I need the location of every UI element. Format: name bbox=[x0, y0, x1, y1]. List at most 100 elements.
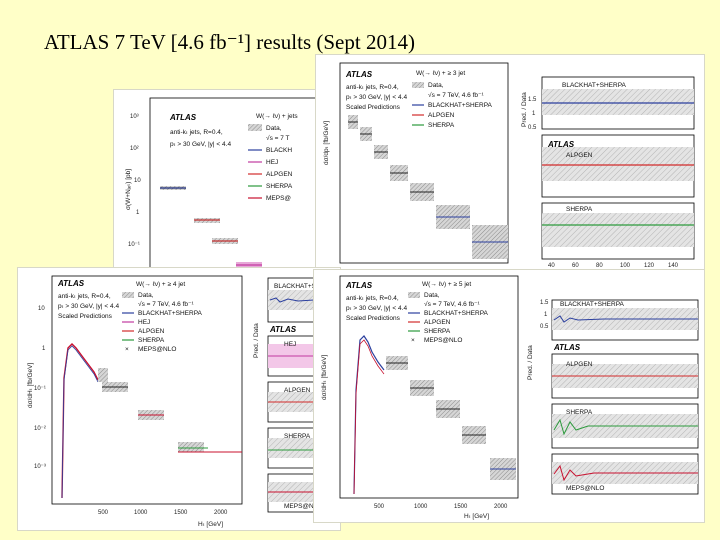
panel-c-ytick-3: 10⁻² bbox=[34, 426, 46, 432]
panel-c-xlabel: Hₜ [GeV] bbox=[198, 521, 223, 528]
panel-a-legend-blackhat: BLACKH bbox=[266, 147, 292, 154]
panel-c-ratio-ylabel: Pred. / Data bbox=[253, 323, 260, 358]
panel-c-xtick-0: 500 bbox=[98, 510, 109, 516]
panel-a-ytick-1: 10² bbox=[130, 146, 139, 152]
panel-d-cut-note: pₜ > 30 GeV, |y| < 4.4 bbox=[346, 305, 407, 312]
panel-b-xtick-3: 100 bbox=[620, 263, 631, 269]
panel-a-legend-hej: HEJ bbox=[266, 159, 278, 166]
panel-d-xtick-3: 2000 bbox=[494, 504, 508, 510]
panel-a-legend-alpgen: ALPGEN bbox=[266, 171, 293, 178]
svg-text:×: × bbox=[411, 337, 415, 344]
panel-c-atlas-label: ATLAS bbox=[57, 279, 85, 288]
panel-b-ratio-tick-0: 1.5 bbox=[528, 97, 537, 103]
panel-b-ratio-atlas: ATLAS bbox=[547, 140, 575, 149]
svg-text:×: × bbox=[125, 346, 129, 353]
panel-b-atlas-label: ATLAS bbox=[345, 70, 373, 79]
panel-a-legend-meps: MEPS@ bbox=[266, 195, 291, 202]
panel-a-ylabel: σ(W+Nⱼₑₜ) [pb] bbox=[125, 169, 132, 210]
panel-a-legend-sherpa: SHERPA bbox=[266, 183, 293, 190]
panel-b-legend-alpgen: ALPGEN bbox=[428, 112, 455, 119]
panel-a-ytick-0: 10³ bbox=[130, 114, 139, 120]
panel-c-ratio-label-3: SHERPA bbox=[284, 433, 311, 440]
panel-d-legend-blackhat: BLACKHAT+SHERPA bbox=[424, 310, 489, 317]
panel-a-ytick-2: 10 bbox=[134, 178, 141, 184]
panel-c-legend-alpgen: ALPGEN bbox=[138, 328, 165, 335]
panel-a-atlas-label: ATLAS bbox=[169, 113, 197, 122]
panel-d-scaled-note: Scaled Predictions bbox=[346, 315, 401, 322]
panel-d-xtick-2: 1500 bbox=[454, 504, 468, 510]
slide-title: ATLAS 7 TeV [4.6 fb⁻¹] results (Sept 201… bbox=[44, 30, 415, 54]
panel-b-jets-note: anti-kₜ jets, R=0.4, bbox=[346, 84, 399, 91]
figure-ht-four-jets: dσ/dHₜ [fb/GeV] 10 1 10⁻¹ 10⁻² 10⁻³ ATLA… bbox=[18, 268, 340, 530]
panel-c-legend-hej: HEJ bbox=[138, 319, 150, 326]
panel-d-xtick-1: 1000 bbox=[414, 504, 428, 510]
panel-d-ratio-tick-2: 0.5 bbox=[540, 324, 549, 330]
panel-c-scaled-note: Scaled Predictions bbox=[58, 313, 113, 320]
panel-b-process: W(→ ℓν) + ≥ 3 jet bbox=[416, 70, 465, 77]
panel-c-data-points bbox=[61, 343, 242, 499]
panel-b-legend-data: Data, bbox=[428, 82, 444, 89]
panel-a-ytick-3: 1 bbox=[136, 210, 140, 216]
panel-c-ratio-label-2: ALPGEN bbox=[284, 387, 311, 394]
panel-b-ratio-label-1: ALPGEN bbox=[566, 152, 593, 159]
panel-d-ratio-label-0: BLACKHAT+SHERPA bbox=[560, 301, 625, 308]
panel-d-process: W(→ ℓν) + ≥ 5 jet bbox=[422, 281, 471, 288]
panel-c-ratio-atlas: ATLAS bbox=[269, 325, 297, 334]
panel-a-legend-energy: √s = 7 T bbox=[266, 134, 290, 142]
panel-b-xtick-0: 40 bbox=[548, 263, 555, 269]
panel-d-legend-alpgen: ALPGEN bbox=[424, 319, 451, 326]
panel-c-ytick-1: 1 bbox=[42, 346, 46, 352]
panel-b-ratio-label-0: BLACKHAT+SHERPA bbox=[562, 82, 627, 89]
panel-b-ratio-panels: BLACKHAT+SHERPA ATLAS ALPGEN SHERPA Pred… bbox=[521, 76, 695, 260]
panel-b-xtick-2: 80 bbox=[596, 263, 603, 269]
panel-a-cut-note: pₜ > 30 GeV, |y| < 4.4 bbox=[170, 141, 231, 148]
panel-d-legend-data: Data, bbox=[424, 292, 440, 299]
panel-a-process: W(→ ℓν) + jets bbox=[256, 113, 298, 120]
panel-d-legend-sherpa: SHERPA bbox=[424, 328, 451, 335]
panel-c-xtick-3: 2000 bbox=[214, 510, 228, 516]
panel-b-ratio-ylabel: Pred. / Data bbox=[521, 92, 528, 127]
panel-b-xtick-4: 120 bbox=[644, 263, 655, 269]
panel-d-legend-energy: √s = 7 TeV, 4.6 fb⁻¹ bbox=[424, 300, 480, 308]
panel-c-legend-data: Data, bbox=[138, 292, 154, 299]
panel-c-ylabel: dσ/dHₜ [fb/GeV] bbox=[27, 362, 34, 408]
panel-d-ratio-tick-0: 1.5 bbox=[540, 300, 549, 306]
panel-d-ratio-tick-1: 1 bbox=[544, 312, 548, 318]
panel-a-jets-note: anti-kₜ jets, R=0.4, bbox=[170, 129, 223, 136]
panel-b-cut-note: pₜ > 30 GeV, |y| < 4.4 bbox=[346, 94, 407, 101]
panel-c-ratio-label-0: BLACKHAT+SHERPA bbox=[274, 283, 339, 290]
panel-d-ratio-label-1: ALPGEN bbox=[566, 361, 593, 368]
panel-d-jets-note: anti-kₜ jets, R=0.4, bbox=[346, 295, 399, 302]
panel-d-ratio-ylabel: Pred. / Data bbox=[527, 345, 534, 380]
panel-b-legend-energy: √s = 7 TeV, 4.6 fb⁻¹ bbox=[428, 91, 484, 99]
panel-d-atlas-label: ATLAS bbox=[345, 281, 373, 290]
panel-b-ratio-tick-1: 1 bbox=[532, 111, 536, 117]
panel-c-ratio-label-4: MEPS@NLO bbox=[284, 503, 322, 510]
panel-c-jets-note: anti-kₜ jets, R=0.4, bbox=[58, 293, 111, 300]
panel-d-ratio-label-3: MEPS@NLO bbox=[566, 485, 604, 492]
panel-d-ratio-label-2: SHERPA bbox=[566, 409, 593, 416]
panel-c-ytick-0: 10 bbox=[38, 306, 45, 312]
panel-d-data-points bbox=[353, 335, 516, 495]
panel-c-ytick-2: 10⁻¹ bbox=[34, 386, 46, 392]
panel-c-legend-energy: √s = 7 TeV, 4.6 fb⁻¹ bbox=[138, 300, 194, 308]
panel-a-data-points bbox=[160, 186, 262, 268]
panel-b-legend-sherpa: SHERPA bbox=[428, 122, 455, 129]
panel-c-xtick-2: 1500 bbox=[174, 510, 188, 516]
figure-fifth-jet-pt: dσ/dpₜ [fb/GeV] ATLAS anti-kₜ jets, R=0.… bbox=[316, 55, 704, 270]
panel-b-scaled-note: Scaled Predictions bbox=[346, 104, 401, 111]
panel-c-process: W(→ ℓν) + ≥ 4 jet bbox=[136, 281, 185, 288]
panel-b-xtick-5: 140 bbox=[668, 263, 679, 269]
panel-c-ytick-4: 10⁻³ bbox=[34, 464, 46, 470]
figure-ht-five-jets: dσ/dHₜ [fb/GeV] ATLAS anti-kₜ jets, R=0.… bbox=[314, 270, 704, 522]
figure-cross-section-jet-multiplicity: σ(W+Nⱼₑₜ) [pb] 10³ 10² 10 1 10⁻¹ ATLAS a… bbox=[114, 90, 324, 270]
panel-b-ratio-label-2: SHERPA bbox=[566, 206, 593, 213]
panel-c-ratio-label-1: HEJ bbox=[284, 341, 296, 348]
panel-d-xtick-0: 500 bbox=[374, 504, 385, 510]
panel-c-cut-note: pₜ > 30 GeV, |y| < 4.4 bbox=[58, 303, 119, 310]
panel-c-xtick-1: 1000 bbox=[134, 510, 148, 516]
panel-d-ratio-atlas: ATLAS bbox=[553, 343, 581, 352]
panel-d-ylabel: dσ/dHₜ [fb/GeV] bbox=[321, 354, 328, 400]
panel-c-legend-blackhat: BLACKHAT+SHERPA bbox=[138, 310, 203, 317]
panel-d-xlabel: Hₜ [GeV] bbox=[464, 513, 489, 520]
